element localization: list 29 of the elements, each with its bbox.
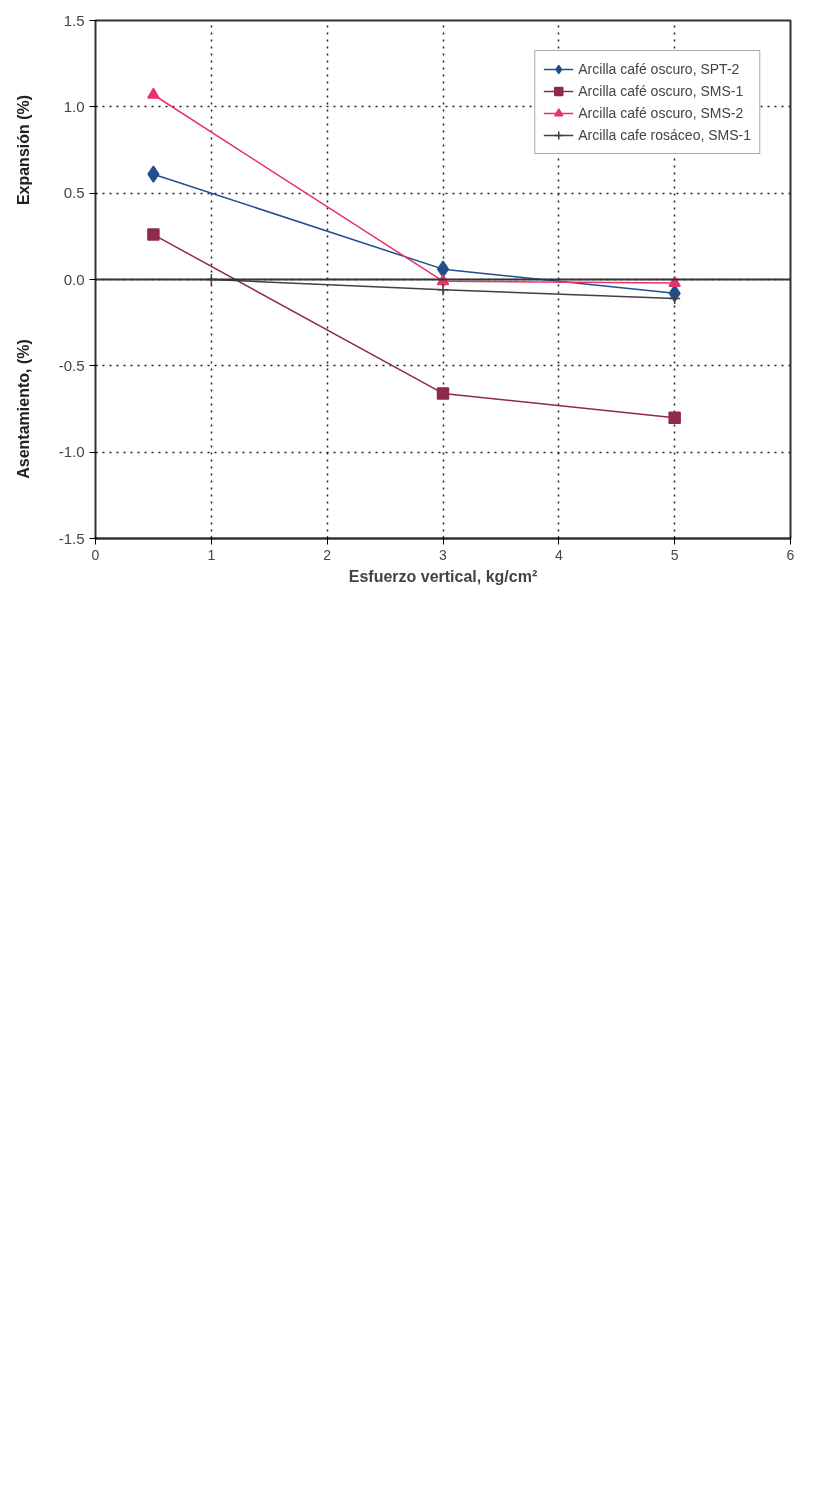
point <box>668 292 681 305</box>
x-tick-label: 0 <box>91 546 100 563</box>
x-tick-label: 2 <box>323 546 332 563</box>
x-tick-label: 5 <box>670 546 679 563</box>
y-tick-label: -1.5 <box>58 529 85 547</box>
x-tick-label: 1 <box>207 546 216 563</box>
y-tick-label: 0.0 <box>63 270 85 288</box>
point <box>147 165 160 183</box>
legend-label: Arcilla café oscuro, SMS-1 <box>578 83 744 99</box>
legend-label: Arcilla café oscuro, SMS-2 <box>578 105 744 121</box>
legend-label: Arcilla café oscuro, SPT-2 <box>578 61 740 77</box>
y-tick-label: -0.5 <box>58 356 85 374</box>
y-axis-title: Expansión (%) <box>14 94 32 206</box>
point <box>668 411 681 424</box>
legend-label: Arcilla cafe rosáceo, SMS-1 <box>578 127 751 143</box>
point <box>436 283 450 297</box>
y-tick-label: -1.0 <box>58 443 85 461</box>
y-tick-label: 1.5 <box>63 11 85 29</box>
point <box>436 260 450 278</box>
point <box>147 87 160 99</box>
x-tick-label: 3 <box>439 546 448 563</box>
x-tick-label: 4 <box>554 546 563 563</box>
point <box>436 387 450 400</box>
y-tick-label: 1.0 <box>63 97 85 115</box>
x-tick-label: 6 <box>786 546 795 563</box>
point <box>147 228 160 241</box>
y-tick-label: 0.5 <box>63 184 85 202</box>
x-axis-title: Esfuerzo vertical, kg/cm² <box>348 567 538 585</box>
text: Asentamiento, (%) <box>14 339 32 479</box>
